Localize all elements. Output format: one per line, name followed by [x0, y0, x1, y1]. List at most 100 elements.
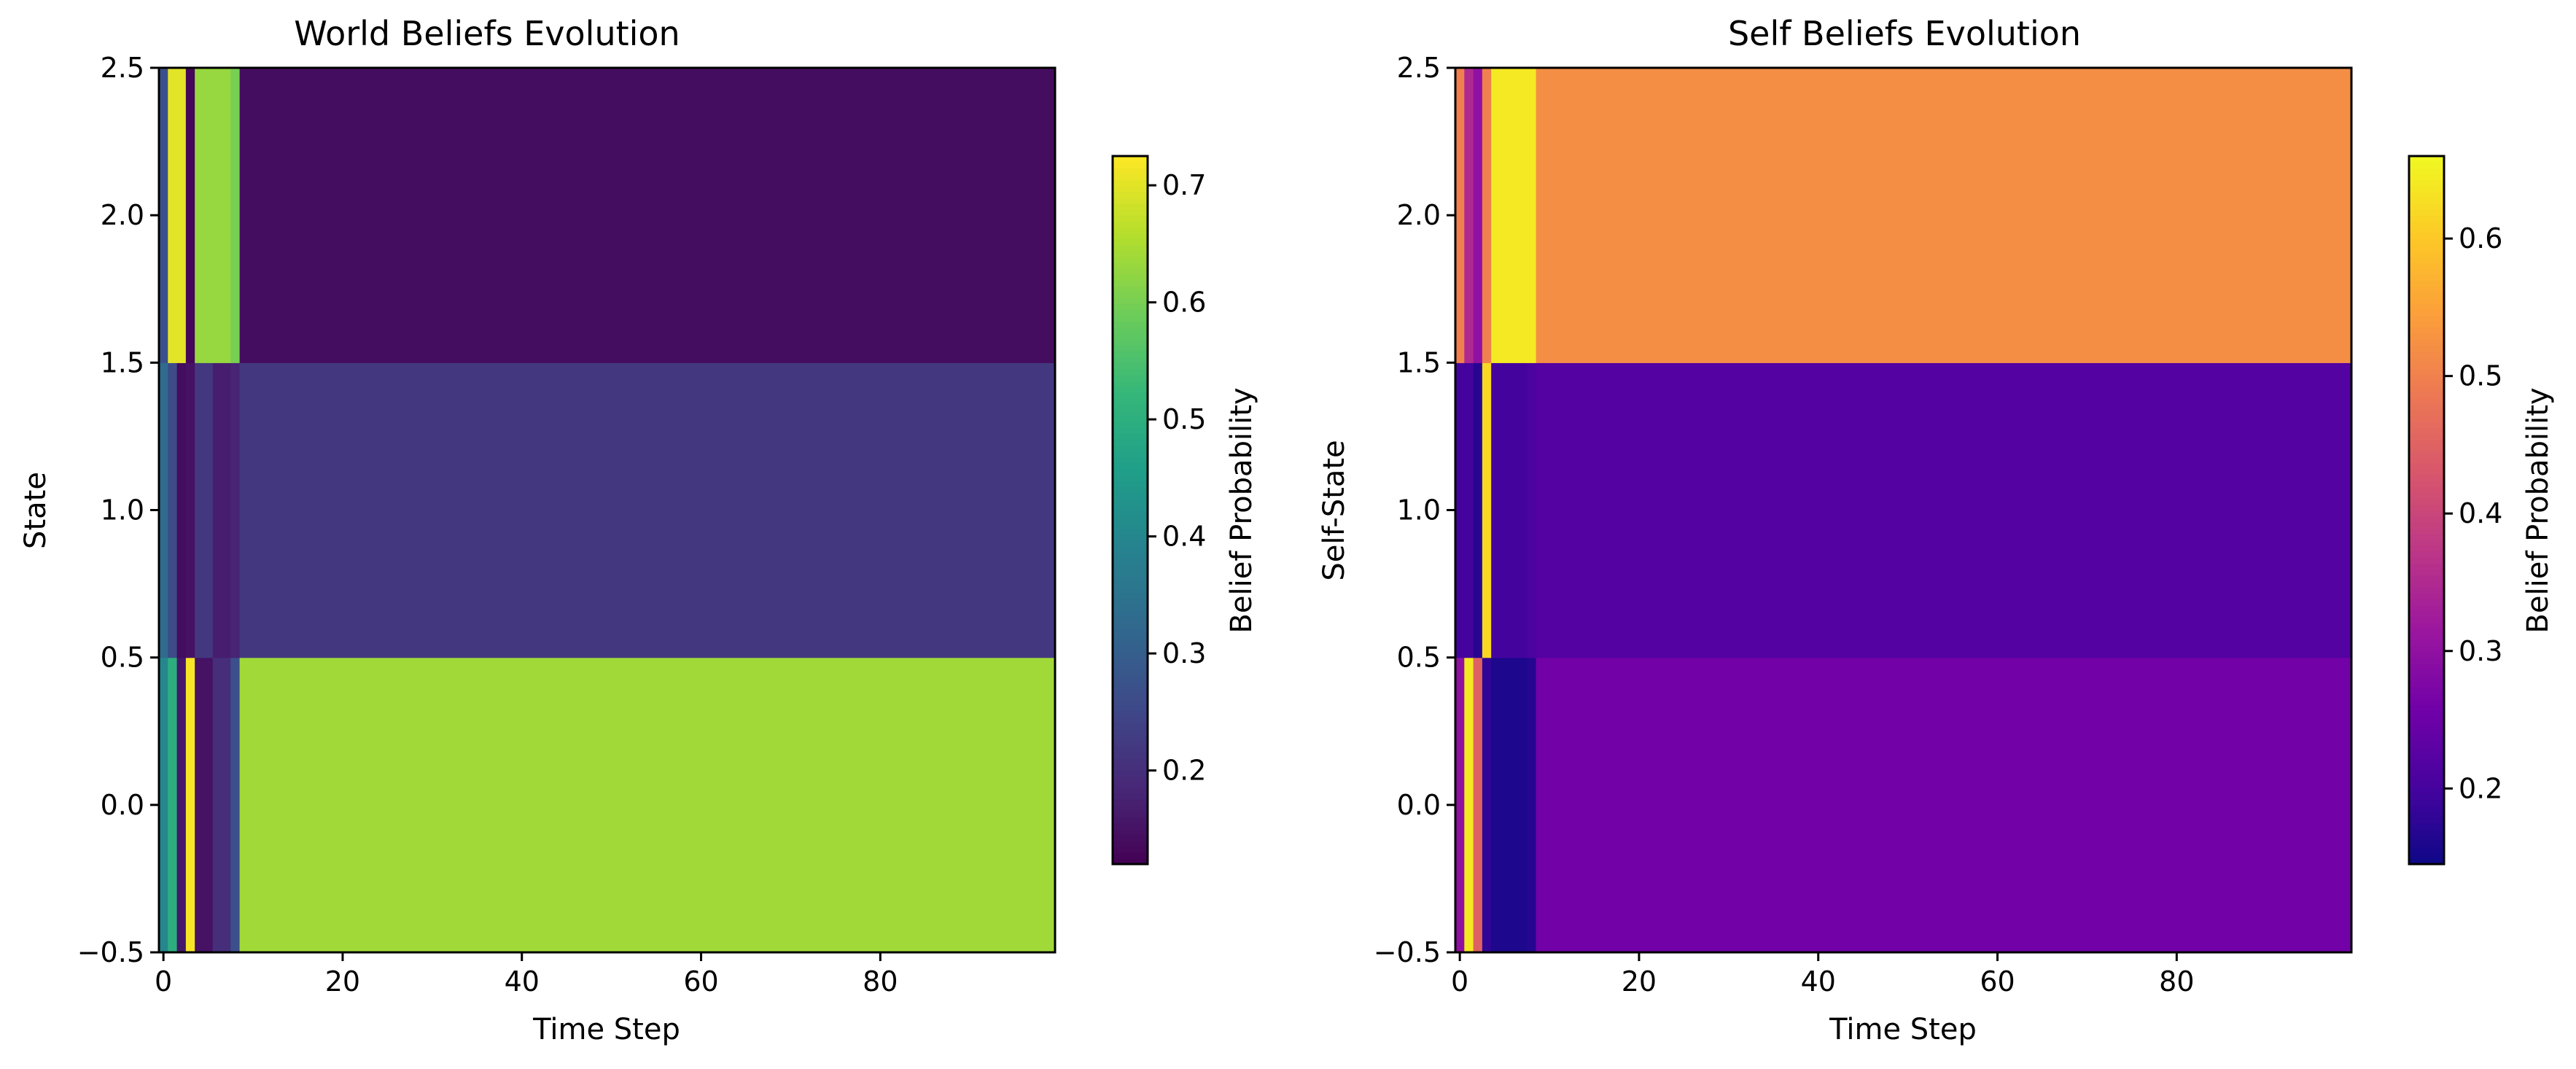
colorbar-gradient-segment: [1113, 823, 1148, 830]
heatmap-cell: [203, 657, 214, 953]
colorbar-gradient-segment: [2409, 185, 2444, 193]
colorbar-gradient-segment: [2409, 338, 2444, 346]
colorbar-gradient-segment: [2409, 327, 2444, 334]
colorbar-gradient-segment: [2409, 309, 2444, 316]
colorbar-gradient-segment: [2409, 286, 2444, 292]
colorbar-gradient-segment: [2409, 610, 2444, 617]
heatmap-cell: [1455, 362, 1465, 658]
y-tick-label: 0.0: [101, 789, 144, 821]
colorbar-gradient-segment: [1113, 368, 1148, 376]
colorbar-gradient-segment: [1113, 409, 1148, 416]
colorbar-gradient-segment: [2409, 386, 2444, 393]
colorbar-gradient-segment: [2409, 592, 2444, 599]
colorbar-gradient-segment: [2409, 209, 2444, 216]
colorbar-gradient-segment: [1113, 344, 1148, 351]
heatmap-cell: [159, 657, 168, 953]
colorbar-gradient-segment: [2409, 403, 2444, 411]
x-tick-label: 20: [1622, 965, 1657, 998]
colorbar: 0.2 0.3 0.4 0.5 0.6 0.7: [1111, 155, 1206, 866]
colorbar-gradient-segment: [2409, 693, 2444, 700]
colorbar-gradient-segment: [1113, 840, 1148, 847]
heatmap-cell: [168, 362, 178, 658]
y-tick-label: 1.0: [101, 494, 144, 526]
colorbar-gradient-segment: [2409, 462, 2444, 470]
x-tick-label: 0: [155, 965, 172, 998]
colorbar-gradient-segment: [1113, 474, 1148, 481]
colorbar-gradient-segment: [2409, 433, 2444, 440]
y-tick-label: 1.5: [101, 346, 144, 378]
colorbar-gradient-segment: [1113, 397, 1148, 405]
colorbar-gradient-segment: [2409, 640, 2444, 647]
colorbar-gradient-segment: [2409, 380, 2444, 387]
colorbar-gradient-segment: [1113, 279, 1148, 287]
colorbar-gradient-segment: [1113, 569, 1148, 576]
colorbar-gradient-segment: [2409, 244, 2444, 252]
colorbar-gradient-segment: [2409, 657, 2444, 664]
colorbar-gradient-segment: [1113, 327, 1148, 334]
colorbar-gradient-segment: [1113, 622, 1148, 629]
colorbar-gradient-segment: [1113, 640, 1148, 647]
colorbar-gradient-segment: [1113, 392, 1148, 399]
heatmap-cell: [1491, 657, 1501, 953]
colorbar-gradient-segment: [1113, 669, 1148, 676]
colorbar-gradient-segment: [2409, 645, 2444, 653]
heatmap-cell: [185, 362, 195, 658]
colorbar-gradient-segment: [2409, 533, 2444, 540]
colorbar-gradient-segment: [2409, 651, 2444, 658]
colorbar-gradient-segment: [2409, 303, 2444, 311]
colorbar-gradient-segment: [1113, 445, 1148, 452]
colorbar-gradient-segment: [2409, 834, 2444, 841]
colorbar-gradient-segment: [2409, 734, 2444, 741]
heatmap-cell: [1509, 68, 1519, 363]
colorbar-gradient-segment: [2409, 368, 2444, 376]
colorbar-gradient-segment: [1113, 793, 1148, 800]
colorbar-gradient-segment: [1113, 321, 1148, 328]
colorbar-gradient-segment: [2409, 510, 2444, 517]
colorbar-gradient-segment: [1113, 775, 1148, 782]
colorbar-gradient-segment: [2409, 852, 2444, 859]
colorbar-gradient-segment: [2409, 197, 2444, 204]
colorbar-gradient-segment: [1113, 203, 1148, 210]
colorbar-gradient-segment: [1113, 516, 1148, 523]
colorbar-gradient-segment: [1113, 580, 1148, 588]
colorbar-frame: [2408, 155, 2445, 866]
colorbar-gradient-segment: [2409, 492, 2444, 499]
colorbar-gradient-segment: [2409, 262, 2444, 269]
colorbar-gradient-segment: [1113, 233, 1148, 240]
colorbar-gradient-segment: [2409, 746, 2444, 753]
colorbar-gradient-segment: [2409, 221, 2444, 228]
colorbar-gradient-segment: [1113, 527, 1148, 534]
colorbar-gradient-segment: [1113, 575, 1148, 582]
colorbar-gradient-segment: [2409, 823, 2444, 830]
colorbar-label: Belief Probability: [2521, 387, 2555, 633]
colorbar-gradient-segment: [1113, 309, 1148, 316]
colorbar-gradient-segment: [1113, 481, 1148, 487]
heatmap-cell: [222, 68, 231, 363]
colorbar-gradient-segment: [2409, 569, 2444, 576]
colorbar-tick-label: 0.3: [2459, 635, 2502, 667]
colorbar-gradient-segment: [1113, 551, 1148, 559]
y-tick-label: 2.0: [101, 199, 144, 231]
x-tick-label: 20: [325, 965, 360, 998]
y-axis-label: Self-State: [1318, 440, 1351, 580]
colorbar-gradient-segment: [2409, 545, 2444, 552]
y-axis-label: State: [19, 472, 52, 549]
y-tick-label: 0.5: [1397, 642, 1441, 674]
colorbar-gradient-segment: [2409, 504, 2444, 511]
heatmap-cell: [159, 68, 168, 363]
heatmap-cell: [1500, 362, 1510, 658]
colorbar-gradient-segment: [1113, 380, 1148, 387]
colorbar-gradient-segment: [2409, 174, 2444, 181]
colorbar-tick-label: 0.7: [1162, 169, 1206, 201]
colorbar-gradient-segment: [1113, 227, 1148, 233]
heatmap-cell: [1500, 68, 1510, 363]
colorbar-gradient-segment: [2409, 351, 2444, 357]
colorbar-gradient-segment: [2409, 634, 2444, 641]
colorbar-gradient-segment: [2409, 268, 2444, 275]
x-axis-label: Time Step: [1829, 1013, 1977, 1046]
x-tick-label: 60: [683, 965, 718, 998]
chart-title: Self Beliefs Evolution: [1728, 14, 2081, 53]
colorbar-gradient-segment: [1113, 781, 1148, 788]
colorbar-gradient-segment: [1113, 315, 1148, 322]
